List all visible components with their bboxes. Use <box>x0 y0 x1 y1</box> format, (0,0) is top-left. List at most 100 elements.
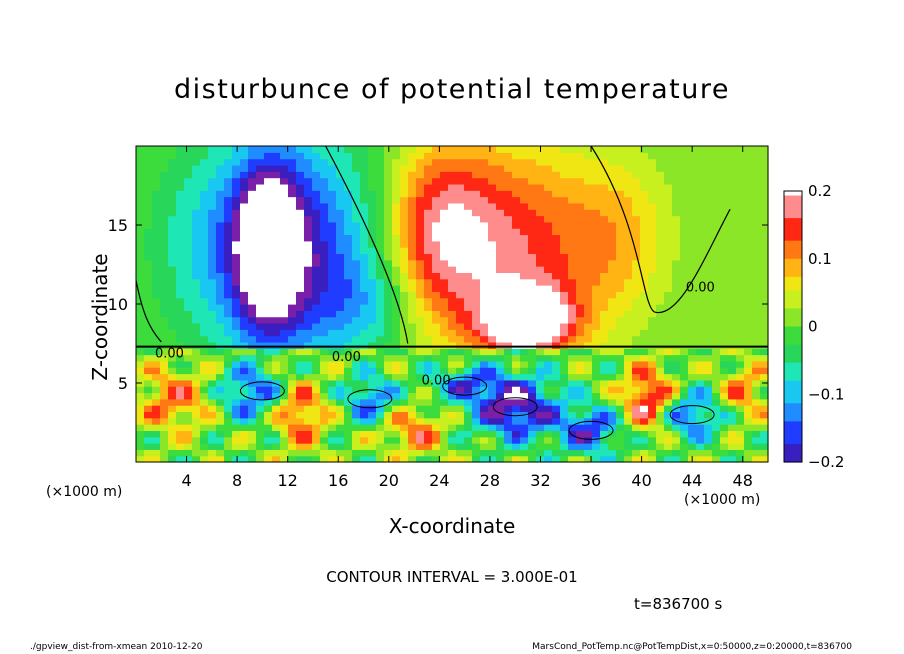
heatmap-cell <box>680 329 689 337</box>
heatmap-cell <box>688 259 697 267</box>
heatmap-cell <box>728 285 737 292</box>
heatmap-cell <box>408 221 417 229</box>
heatmap-cell <box>576 398 585 406</box>
heatmap-cell <box>736 379 745 387</box>
heatmap-cell <box>224 291 233 299</box>
heatmap-cell <box>472 417 481 425</box>
heatmap-cell <box>136 341 145 349</box>
heatmap-cell <box>752 209 761 217</box>
heatmap-cell <box>176 436 185 444</box>
heatmap-cell <box>536 392 545 400</box>
heatmap-cell <box>480 266 489 273</box>
heatmap-cell <box>440 202 449 210</box>
heatmap-cell <box>520 335 529 343</box>
heatmap-cell <box>152 392 161 400</box>
heatmap-cell <box>480 234 489 242</box>
heatmap-cell <box>544 443 553 450</box>
heatmap-cell <box>488 202 497 210</box>
heatmap-cell <box>352 405 361 413</box>
heatmap-cell <box>392 285 401 292</box>
heatmap-cell <box>480 221 489 229</box>
heatmap-cell <box>488 335 497 343</box>
heatmap-cell <box>448 209 457 217</box>
heatmap-cell <box>736 171 745 179</box>
heatmap-cell <box>216 449 225 457</box>
heatmap-cell <box>296 379 305 387</box>
heatmap-cell <box>544 455 553 463</box>
heatmap-cell <box>592 430 601 438</box>
heatmap-cell <box>424 322 433 330</box>
heatmap-cell <box>208 240 217 248</box>
heatmap-cell <box>184 411 193 419</box>
heatmap-cell <box>520 285 529 292</box>
heatmap-cell <box>640 272 649 280</box>
heatmap-cell <box>520 310 529 318</box>
heatmap-cell <box>728 392 737 400</box>
heatmap-cell <box>600 335 609 343</box>
heatmap-cell <box>336 164 345 172</box>
heatmap-cell <box>304 266 313 273</box>
heatmap-cell <box>424 215 433 223</box>
heatmap-cell <box>272 436 281 444</box>
heatmap-cell <box>464 278 473 286</box>
heatmap-cell <box>200 247 209 255</box>
heatmap-cell <box>504 177 513 185</box>
heatmap-cell <box>176 190 185 198</box>
heatmap-cell <box>416 354 425 362</box>
heatmap-cell <box>728 190 737 198</box>
heatmap-cell <box>336 386 345 394</box>
heatmap-cell <box>296 411 305 419</box>
heatmap-cell <box>200 190 209 198</box>
heatmap-cell <box>288 190 297 198</box>
heatmap-cell <box>472 285 481 292</box>
heatmap-cell <box>320 329 329 337</box>
heatmap-cell <box>200 171 209 179</box>
heatmap-cell <box>304 158 313 166</box>
heatmap-cell <box>232 304 241 311</box>
heatmap-cell <box>584 183 593 191</box>
heatmap-cell <box>384 183 393 191</box>
heatmap-cells <box>136 146 769 463</box>
heatmap-cell <box>320 398 329 406</box>
heatmap-cell <box>616 392 625 400</box>
heatmap-cell <box>360 449 369 457</box>
heatmap-cell <box>736 272 745 280</box>
heatmap-cell <box>184 158 193 166</box>
heatmap-cell <box>400 430 409 438</box>
heatmap-cell <box>512 202 521 210</box>
heatmap-cell <box>752 285 761 292</box>
heatmap-cell <box>720 405 729 413</box>
heatmap-cell <box>344 443 353 450</box>
heatmap-cell <box>360 171 369 179</box>
heatmap-cell <box>280 146 289 153</box>
heatmap-cell <box>368 209 377 217</box>
heatmap-cell <box>656 316 665 324</box>
heatmap-cell <box>736 455 745 463</box>
heatmap-cell <box>648 247 657 255</box>
heatmap-cell <box>440 297 449 305</box>
heatmap-cell <box>160 247 169 255</box>
heatmap-cell <box>176 424 185 431</box>
heatmap-cell <box>680 354 689 362</box>
heatmap-cell <box>672 367 681 375</box>
heatmap-cell <box>176 247 185 255</box>
heatmap-cell <box>168 379 177 387</box>
heatmap-cell <box>536 221 545 229</box>
heatmap-cell <box>176 234 185 242</box>
heatmap-cell <box>376 341 385 349</box>
heatmap-cell <box>184 367 193 375</box>
heatmap-cell <box>192 430 201 438</box>
heatmap-cell <box>648 373 657 381</box>
heatmap-cell <box>352 373 361 381</box>
heatmap-cell <box>536 285 545 292</box>
heatmap-cell <box>672 430 681 438</box>
heatmap-cell <box>672 373 681 381</box>
heatmap-cell <box>648 253 657 261</box>
heatmap-cell <box>576 322 585 330</box>
heatmap-cell <box>672 335 681 343</box>
heatmap-cell <box>472 392 481 400</box>
heatmap-cell <box>440 171 449 179</box>
y-tick-label: 10 <box>108 295 128 314</box>
heatmap-cell <box>664 455 673 463</box>
heatmap-cell <box>488 360 497 368</box>
